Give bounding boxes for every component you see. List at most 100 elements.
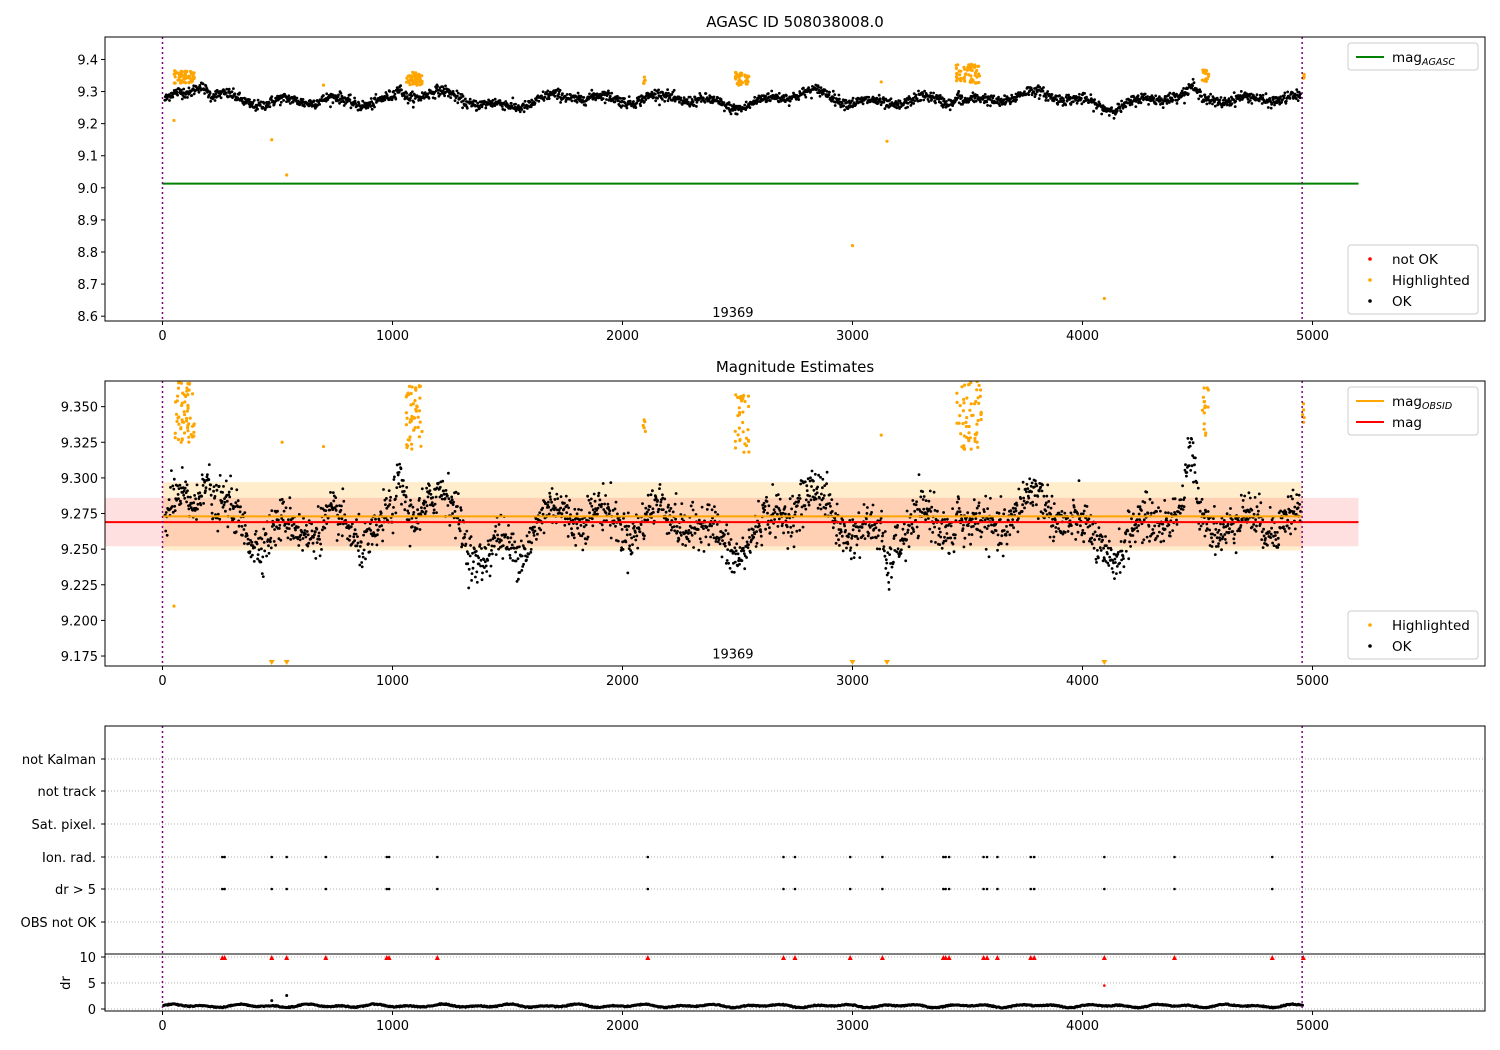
- data-point: [778, 497, 782, 501]
- data-point: [1269, 106, 1273, 110]
- data-point: [581, 532, 585, 535]
- data-point: [778, 509, 782, 512]
- data-point: [773, 511, 777, 514]
- data-point: [208, 487, 212, 491]
- data-point: [462, 99, 465, 103]
- data-point: [680, 502, 684, 505]
- data-point: [954, 75, 959, 79]
- data-point: [1193, 463, 1196, 467]
- data-point: [543, 95, 547, 99]
- data-point: [412, 511, 416, 514]
- data-point: [975, 68, 979, 73]
- data-point: [418, 497, 421, 500]
- data-point: [1108, 555, 1112, 559]
- data-point: [735, 112, 739, 116]
- data-point: [929, 91, 933, 95]
- data-point: [1057, 511, 1061, 515]
- data-point: [370, 107, 374, 111]
- data-point: [745, 540, 749, 544]
- data-point: [1110, 567, 1114, 570]
- data-point: [667, 503, 670, 507]
- data-point: [397, 471, 401, 474]
- data-point: [1026, 500, 1029, 504]
- data-point: [938, 530, 942, 534]
- data-point: [348, 98, 352, 102]
- data-point: [1283, 94, 1286, 97]
- data-point: [670, 528, 673, 532]
- data-point: [410, 76, 414, 80]
- data-point: [748, 536, 751, 539]
- data-point: [867, 532, 871, 535]
- legend-label: OK: [1392, 294, 1413, 310]
- data-point: [923, 89, 926, 93]
- data-point: [199, 503, 203, 507]
- data-point: [724, 529, 728, 532]
- data-point: [669, 507, 673, 510]
- data-point: [209, 99, 213, 103]
- data-point: [451, 503, 455, 506]
- data-point: [946, 517, 949, 521]
- data-point: [464, 542, 468, 546]
- data-point: [356, 535, 359, 538]
- data-point: [1074, 538, 1078, 541]
- data-point: [1102, 546, 1105, 550]
- data-point: [926, 509, 930, 513]
- data-point: [1109, 548, 1113, 552]
- data-point: [277, 537, 281, 541]
- data-point: [321, 83, 326, 87]
- data-point: [214, 513, 217, 516]
- data-point: [349, 525, 353, 529]
- data-point: [225, 499, 229, 503]
- data-point: [1277, 98, 1281, 102]
- data-point: [216, 529, 220, 533]
- data-point: [474, 549, 478, 553]
- data-point: [672, 88, 676, 92]
- data-point: [803, 93, 807, 97]
- data-point: [470, 572, 474, 575]
- data-point: [739, 73, 744, 78]
- data-point: [357, 512, 361, 516]
- data-point: [335, 539, 339, 542]
- data-point: [714, 510, 717, 514]
- data-point: [983, 518, 987, 522]
- data-point: [451, 90, 455, 93]
- data-point: [1089, 93, 1093, 96]
- data-point: [443, 497, 447, 500]
- data-point: [546, 89, 550, 93]
- data-point: [473, 547, 476, 551]
- data-point: [188, 503, 192, 507]
- data-point: [1173, 497, 1177, 501]
- data-point: [728, 543, 731, 546]
- data-point: [687, 532, 690, 535]
- data-point: [259, 560, 263, 564]
- data-point: [770, 89, 774, 93]
- data-point: [1015, 503, 1019, 507]
- data-point: [262, 527, 266, 531]
- data-point: [809, 476, 812, 480]
- data-point: [963, 73, 968, 77]
- data-point: [522, 103, 525, 107]
- data-point: [816, 485, 819, 489]
- data-point: [909, 513, 913, 516]
- data-point: [1107, 539, 1111, 543]
- data-point: [411, 90, 414, 94]
- data-point: [863, 537, 867, 540]
- data-point: [207, 478, 211, 482]
- data-point: [986, 104, 989, 107]
- data-point: [1238, 529, 1242, 533]
- data-point: [626, 511, 630, 515]
- data-point: [322, 94, 325, 97]
- data-point: [353, 99, 357, 103]
- data-point: [412, 79, 416, 83]
- data-point: [409, 96, 412, 100]
- data-point: [574, 95, 578, 98]
- data-point: [835, 502, 839, 506]
- data-point: [708, 94, 712, 97]
- data-point: [1050, 494, 1054, 498]
- data-point: [1182, 505, 1186, 508]
- data-point: [438, 485, 442, 489]
- data-point: [812, 488, 816, 492]
- data-point: [1034, 479, 1037, 483]
- data-point: [340, 504, 343, 508]
- data-point: [1217, 528, 1221, 532]
